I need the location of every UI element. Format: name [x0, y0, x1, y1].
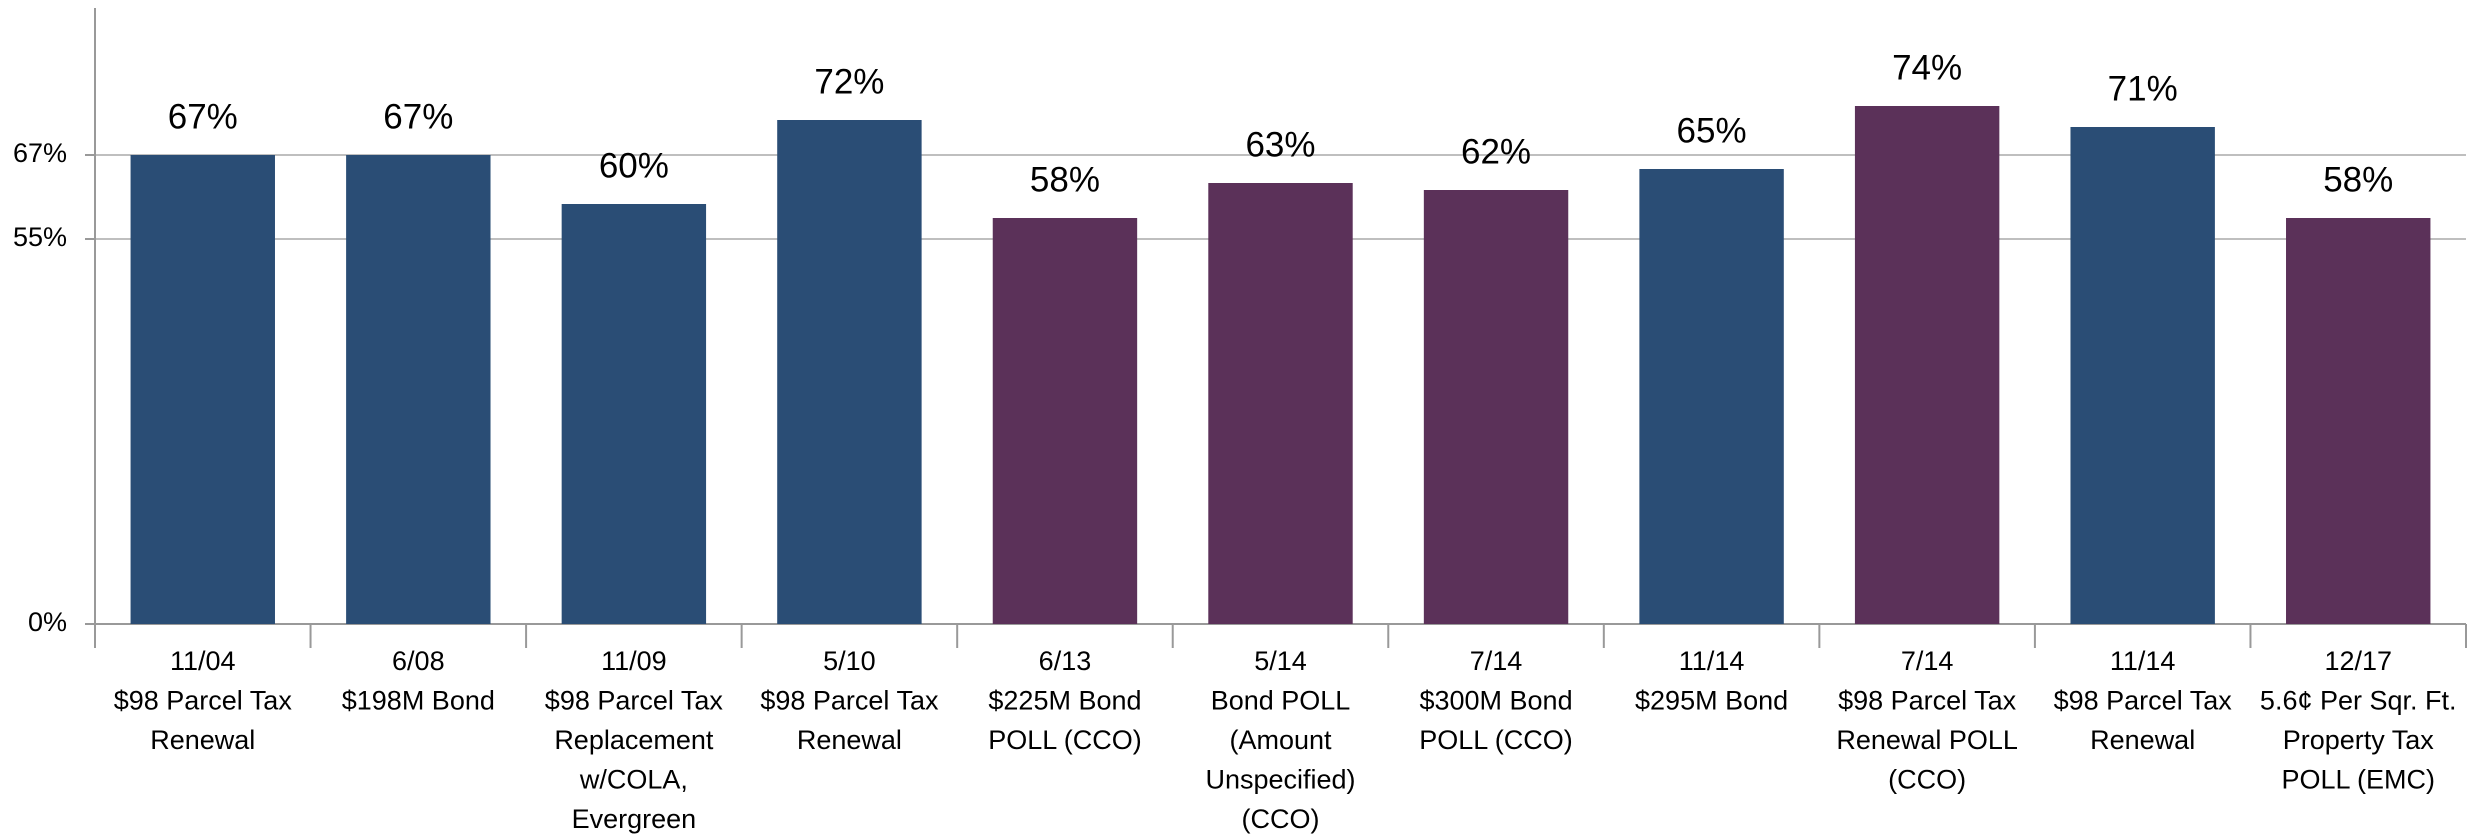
value-label: 67%	[383, 97, 453, 136]
bar	[777, 120, 922, 624]
bar	[2286, 218, 2431, 624]
x-tick-label: 5/10 $98 Parcel Tax Renewal	[760, 646, 939, 755]
y-tick-label: 55%	[13, 222, 67, 252]
value-label: 65%	[1677, 111, 1747, 150]
value-label: 60%	[599, 146, 669, 185]
bar	[561, 204, 707, 624]
x-tick-label: 11/14 $295M Bond	[1635, 646, 1788, 716]
value-label: 58%	[2323, 160, 2393, 199]
y-tick-label: 67%	[13, 138, 67, 168]
x-tick-label: 7/14 $98 Parcel Tax Renewal POLL (CCO)	[1836, 646, 2018, 795]
x-tick-label: 6/08 $198M Bond	[342, 646, 495, 716]
x-tick-label: 5/14 Bond POLL (Amount Unspecified) (CCO)	[1205, 646, 1355, 834]
bar	[346, 155, 491, 624]
x-tick-label: 11/14 $98 Parcel Tax Renewal	[2054, 646, 2233, 755]
value-label: 63%	[1245, 125, 1315, 164]
bar	[992, 218, 1138, 624]
bar	[1423, 190, 1569, 624]
value-label: 72%	[814, 62, 884, 101]
x-tick-label: 11/04 $98 Parcel Tax Renewal	[114, 646, 293, 755]
x-tick-label: 7/14 $300M Bond POLL (CCO)	[1419, 646, 1573, 755]
value-label: 74%	[1892, 48, 1962, 87]
x-tick-label: 12/17 5.6¢ Per Sqr. Ft. Property Tax POLL (…	[2260, 646, 2457, 795]
y-tick-label: 0%	[28, 607, 67, 637]
bar	[1639, 169, 1784, 624]
bar	[1854, 106, 2000, 624]
value-label: 71%	[2108, 69, 2178, 108]
bar	[2070, 127, 2215, 624]
value-label: 67%	[168, 97, 238, 136]
value-label: 58%	[1030, 160, 1100, 199]
x-tick-label: 11/09 $98 Parcel Tax Replacement w/COLA, Eve…	[545, 646, 724, 834]
bar	[1208, 183, 1353, 624]
x-tick-label: 6/13 $225M Bond POLL (CCO)	[988, 646, 1142, 755]
bar	[130, 155, 275, 624]
value-label: 62%	[1461, 132, 1531, 171]
